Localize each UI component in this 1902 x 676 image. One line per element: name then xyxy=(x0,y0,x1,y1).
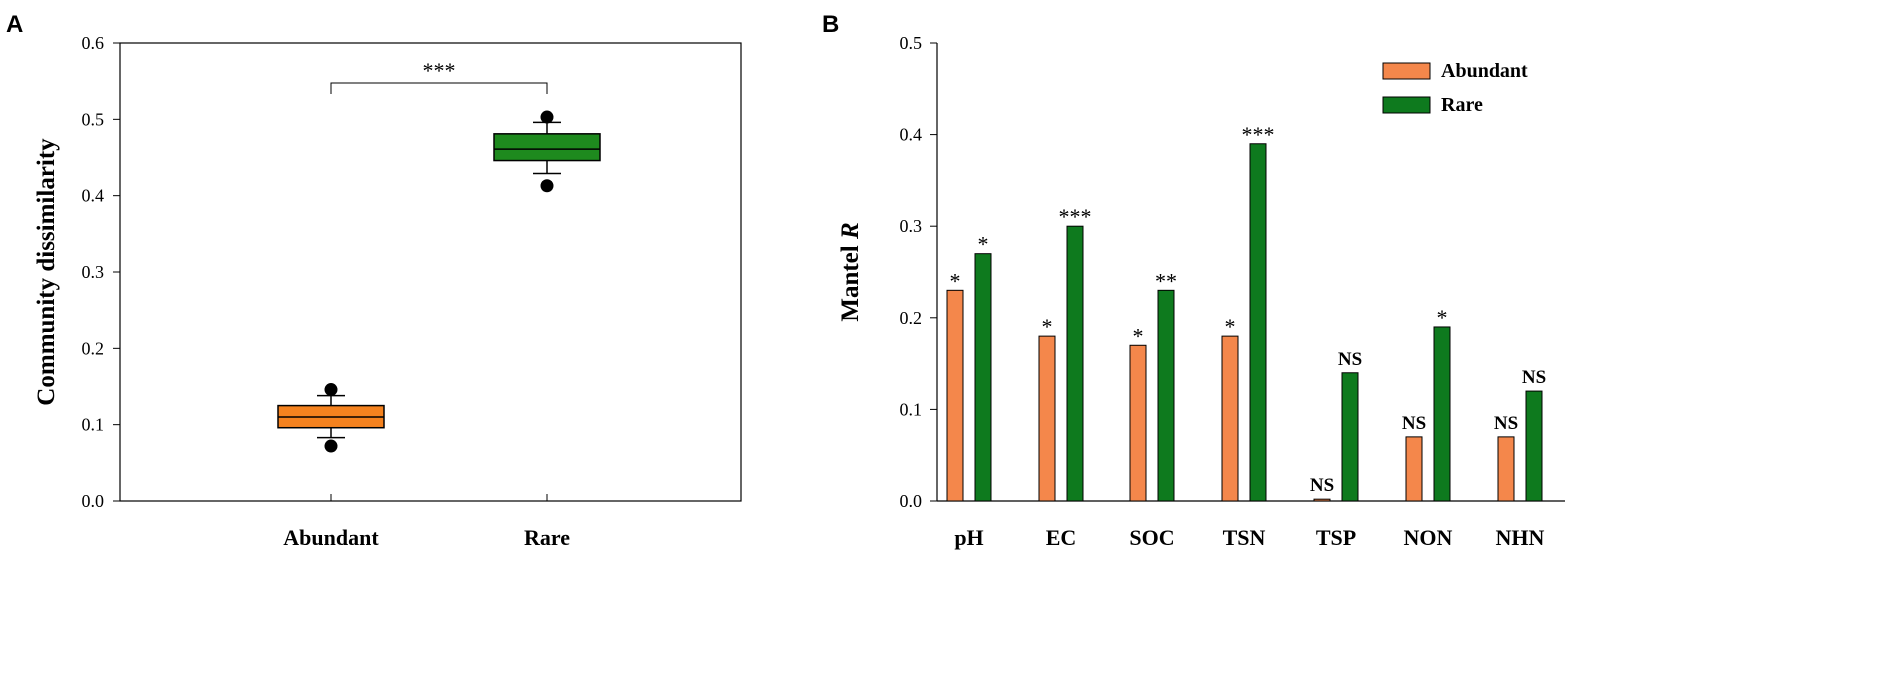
x-category-label: TSP xyxy=(1316,525,1356,550)
panel-a-boxes xyxy=(277,110,601,453)
outlier-point xyxy=(540,179,554,193)
y-tick-label: 0.6 xyxy=(82,33,105,53)
outlier-point xyxy=(540,110,554,124)
x-category-label: TSN xyxy=(1223,525,1266,550)
bar-abundant-tsp xyxy=(1313,498,1331,502)
bar-significance-label: NS xyxy=(1522,367,1546,388)
panel-b-x-labels: pH EC SOC TSN TSP NON NHN xyxy=(954,525,1544,550)
panel-a-plot-frame xyxy=(119,42,742,502)
bar-significance-label: *** xyxy=(1059,204,1092,229)
y-tick-label: 0.0 xyxy=(900,491,923,511)
x-category-label: NON xyxy=(1404,525,1453,550)
bracket-significance-label: *** xyxy=(423,58,456,83)
panel-a-y-ticks: 0.0 0.1 0.2 0.3 0.4 0.5 0.6 xyxy=(82,33,120,511)
bar-significance-label: NS xyxy=(1494,413,1518,434)
x-category-label: pH xyxy=(954,525,983,550)
bar-significance-label: NS xyxy=(1310,475,1334,496)
bar-rare-non xyxy=(1433,326,1451,502)
bar-significance-label: * xyxy=(1042,314,1053,339)
legend-label-abundant: Abundant xyxy=(1441,60,1528,82)
y-tick-label: 0.0 xyxy=(82,491,105,511)
legend-label-rare: Rare xyxy=(1441,94,1483,116)
y-tick-label: 0.2 xyxy=(900,308,923,328)
y-tick-label: 0.4 xyxy=(900,125,923,145)
bar-significance-label: * xyxy=(950,268,961,293)
panel-a: A Community dissimilarity 0.00.10.20.30.… xyxy=(6,11,742,550)
panel-b-y-ticks: 0.0 0.1 0.2 0.3 0.4 0.5 xyxy=(900,33,937,511)
y-tick-label: 0.4 xyxy=(82,186,105,206)
y-tick-label: 0.3 xyxy=(82,262,105,282)
bar-abundant-tsn xyxy=(1221,335,1239,502)
y-tick-label: 0.1 xyxy=(900,399,923,419)
bar-abundant-non xyxy=(1405,436,1423,502)
box-rare xyxy=(493,133,601,162)
bar-significance-label: NS xyxy=(1338,349,1362,370)
legend-swatch-rare xyxy=(1382,96,1431,114)
bar-rare-soc xyxy=(1157,289,1175,502)
panel-b-legend: Abundant Rare xyxy=(1382,60,1528,116)
bar-significance-label: ** xyxy=(1155,268,1177,293)
outlier-point xyxy=(324,439,338,453)
bar-abundant-soc xyxy=(1129,344,1147,502)
bar-abundant-ph xyxy=(946,289,964,502)
bar-rare-ph xyxy=(974,253,992,502)
bar-significance-label: * xyxy=(978,232,989,257)
panel-b-letter: B xyxy=(822,11,839,38)
panel-a-letter: A xyxy=(6,11,23,38)
legend-swatch-abundant xyxy=(1382,62,1431,80)
bar-rare-tsp xyxy=(1341,372,1359,502)
y-tick-label: 0.5 xyxy=(900,33,923,53)
bar-significance-label: NS xyxy=(1402,413,1426,434)
x-category-label: Rare xyxy=(524,525,570,550)
outlier-point xyxy=(324,383,338,397)
x-category-label: Abundant xyxy=(283,525,379,550)
bar-rare-tsn xyxy=(1249,143,1267,502)
y-tick-label: 0.1 xyxy=(82,415,105,435)
bracket-line xyxy=(330,82,548,94)
y-tick-label: 0.2 xyxy=(82,338,105,358)
panel-a-x-labels: Abundant Rare xyxy=(283,494,570,550)
bar-significance-label: * xyxy=(1225,314,1236,339)
y-tick-label: 0.3 xyxy=(900,216,923,236)
x-category-label: NHN xyxy=(1496,525,1545,550)
bar-rare-nhn xyxy=(1525,390,1543,502)
x-category-label: SOC xyxy=(1129,525,1174,550)
bar-significance-label: *** xyxy=(1242,122,1275,147)
panel-a-significance-bracket: *** xyxy=(330,58,548,94)
panel-a-y-axis-title: Community dissimilarity xyxy=(33,138,60,406)
bar-abundant-nhn xyxy=(1497,436,1515,502)
x-category-label: EC xyxy=(1046,525,1077,550)
panel-b-y-axis-title-italic: R xyxy=(837,222,864,240)
panel-b-y-axis-title-text: Mantel xyxy=(837,239,864,322)
bar-rare-ec xyxy=(1066,225,1084,502)
bar-significance-label: * xyxy=(1133,323,1144,348)
bar-abundant-ec xyxy=(1038,335,1056,502)
panel-b-y-axis-title: Mantel R xyxy=(837,222,864,321)
y-tick-label: 0.5 xyxy=(82,109,105,129)
bar-significance-label: * xyxy=(1437,305,1448,330)
